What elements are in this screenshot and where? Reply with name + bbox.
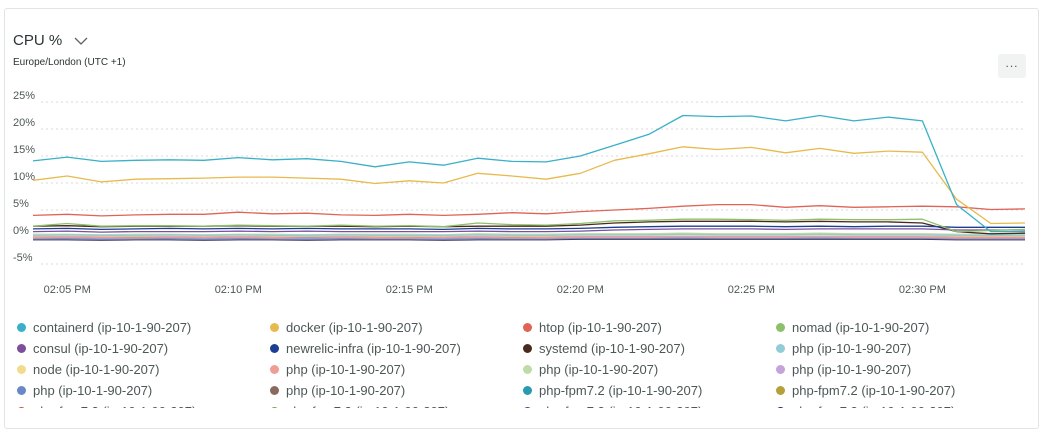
legend-item[interactable]: newrelic-infra (ip-10-1-90-207) (270, 339, 523, 357)
x-tick-label: 02:25 PM (728, 284, 775, 296)
legend-item[interactable]: docker (ip-10-1-90-207) (270, 318, 523, 336)
x-tick-label: 02:20 PM (557, 284, 604, 296)
legend-item[interactable]: systemd (ip-10-1-90-207) (523, 339, 776, 357)
legend-swatch (17, 364, 26, 374)
chart-panel: CPU % Europe/London (UTC +1) ... 25% 20% 1… (4, 8, 1039, 429)
legend-item[interactable]: php-fpm7.2 (ip-10-1-90-207) (523, 381, 776, 399)
legend-label: php-fpm7.2 (ip-10-1-90-207) (792, 404, 955, 409)
chevron-down-icon[interactable] (74, 36, 88, 46)
series-line (32, 225, 1025, 231)
legend-item[interactable]: php-fpm7.2 (ip-10-1-90-207) (776, 381, 1027, 399)
legend-swatch (17, 406, 26, 408)
chart-legend: containerd (ip-10-1-90-207) docker (ip-10… (17, 318, 1027, 408)
x-tick-label: 02:05 PM (44, 284, 91, 296)
y-tick-label: 10% (13, 171, 35, 183)
legend-label: newrelic-infra (ip-10-1-90-207) (286, 340, 461, 356)
legend-label: php (ip-10-1-90-207) (286, 361, 406, 377)
legend-label: php-fpm7.2 (ip-10-1-90-207) (539, 404, 702, 409)
legend-item[interactable]: php (ip-10-1-90-207) (776, 339, 1027, 357)
more-options-button[interactable]: ... (998, 54, 1026, 78)
legend-swatch (17, 343, 26, 353)
legend-label: php-fpm7.2 (ip-10-1-90-207) (539, 382, 703, 398)
y-tick-label: 5% (13, 198, 29, 210)
legend-swatch (523, 406, 532, 408)
legend-swatch (776, 343, 785, 353)
legend-swatch (776, 322, 785, 332)
legend-label: containerd (ip-10-1-90-207) (33, 319, 192, 335)
legend-item[interactable]: php-fpm7.2 (ip-10-1-90-207) (270, 402, 523, 408)
series-line (32, 236, 1025, 239)
chart-header: CPU % (13, 32, 88, 49)
legend-swatch (270, 343, 279, 353)
legend-label: php-fpm7.2 (ip-10-1-90-207) (286, 404, 449, 409)
legend-item[interactable]: php (ip-10-1-90-207) (523, 360, 776, 378)
x-tick-label: 02:10 PM (215, 284, 262, 296)
legend-item[interactable]: php (ip-10-1-90-207) (17, 381, 270, 399)
series-line (32, 228, 1025, 233)
legend-swatch (776, 364, 785, 374)
legend-label: docker (ip-10-1-90-207) (286, 319, 423, 335)
legend-item[interactable]: php-fpm7.2 (ip-10-1-90-207) (17, 402, 270, 408)
series-line (32, 233, 1025, 237)
legend-label: php-fpm7.2 (ip-10-1-90-207) (792, 382, 956, 398)
legend-swatch (523, 343, 532, 353)
legend-swatch (776, 385, 785, 395)
legend-swatch (17, 385, 26, 395)
series-line (32, 114, 1025, 233)
legend-label: php (ip-10-1-90-207) (33, 382, 153, 398)
y-tick-label: 15% (13, 144, 35, 156)
legend-item[interactable]: htop (ip-10-1-90-207) (523, 318, 776, 336)
legend-swatch (270, 322, 279, 332)
timezone-label: Europe/London (UTC +1) (13, 57, 126, 68)
legend-item[interactable]: php (ip-10-1-90-207) (270, 381, 523, 399)
legend-label: node (ip-10-1-90-207) (33, 361, 160, 377)
legend-item[interactable]: containerd (ip-10-1-90-207) (17, 318, 270, 336)
chart-title: CPU % (13, 32, 63, 49)
legend-swatch (270, 385, 279, 395)
y-tick-label: 20% (13, 117, 35, 129)
legend-item[interactable]: nomad (ip-10-1-90-207) (776, 318, 1027, 336)
legend-label: php-fpm7.2 (ip-10-1-90-207) (33, 404, 196, 409)
cpu-line-chart: 25% 20% 15% 10% 5% 0% -5% 02:05 PM 02:10 PM 02:15… (13, 90, 1026, 296)
legend-swatch (523, 364, 532, 374)
y-tick-label: 0% (13, 225, 29, 237)
legend-item[interactable]: php-fpm7.2 (ip-10-1-90-207) (523, 402, 776, 408)
legend-label: php (ip-10-1-90-207) (286, 382, 406, 398)
legend-label: php (ip-10-1-90-207) (792, 361, 912, 377)
legend-item[interactable]: consul (ip-10-1-90-207) (17, 339, 270, 357)
legend-swatch (17, 322, 26, 332)
legend-item[interactable]: php (ip-10-1-90-207) (270, 360, 523, 378)
series-line (32, 203, 1026, 217)
legend-item[interactable]: php (ip-10-1-90-207) (776, 360, 1027, 378)
legend-label: php (ip-10-1-90-207) (539, 361, 659, 377)
legend-label: systemd (ip-10-1-90-207) (539, 340, 685, 356)
series-line (32, 235, 1025, 238)
x-tick-label: 02:15 PM (386, 284, 433, 296)
legend-swatch (523, 322, 532, 332)
y-tick-label: 25% (13, 90, 35, 102)
x-tick-label: 02:30 PM (899, 284, 946, 296)
legend-swatch (270, 364, 279, 374)
legend-label: nomad (ip-10-1-90-207) (792, 319, 930, 335)
y-tick-label: -5% (13, 252, 33, 264)
legend-label: php (ip-10-1-90-207) (792, 340, 912, 356)
legend-label: consul (ip-10-1-90-207) (33, 340, 169, 356)
legend-item[interactable]: php-fpm7.2 (ip-10-1-90-207) (776, 402, 1027, 408)
series-line (32, 218, 1026, 233)
legend-label: htop (ip-10-1-90-207) (539, 319, 662, 335)
series-line (32, 146, 1026, 225)
legend-swatch (270, 406, 279, 408)
legend-swatch (523, 385, 532, 395)
legend-item[interactable]: node (ip-10-1-90-207) (17, 360, 270, 378)
legend-swatch (776, 406, 785, 408)
